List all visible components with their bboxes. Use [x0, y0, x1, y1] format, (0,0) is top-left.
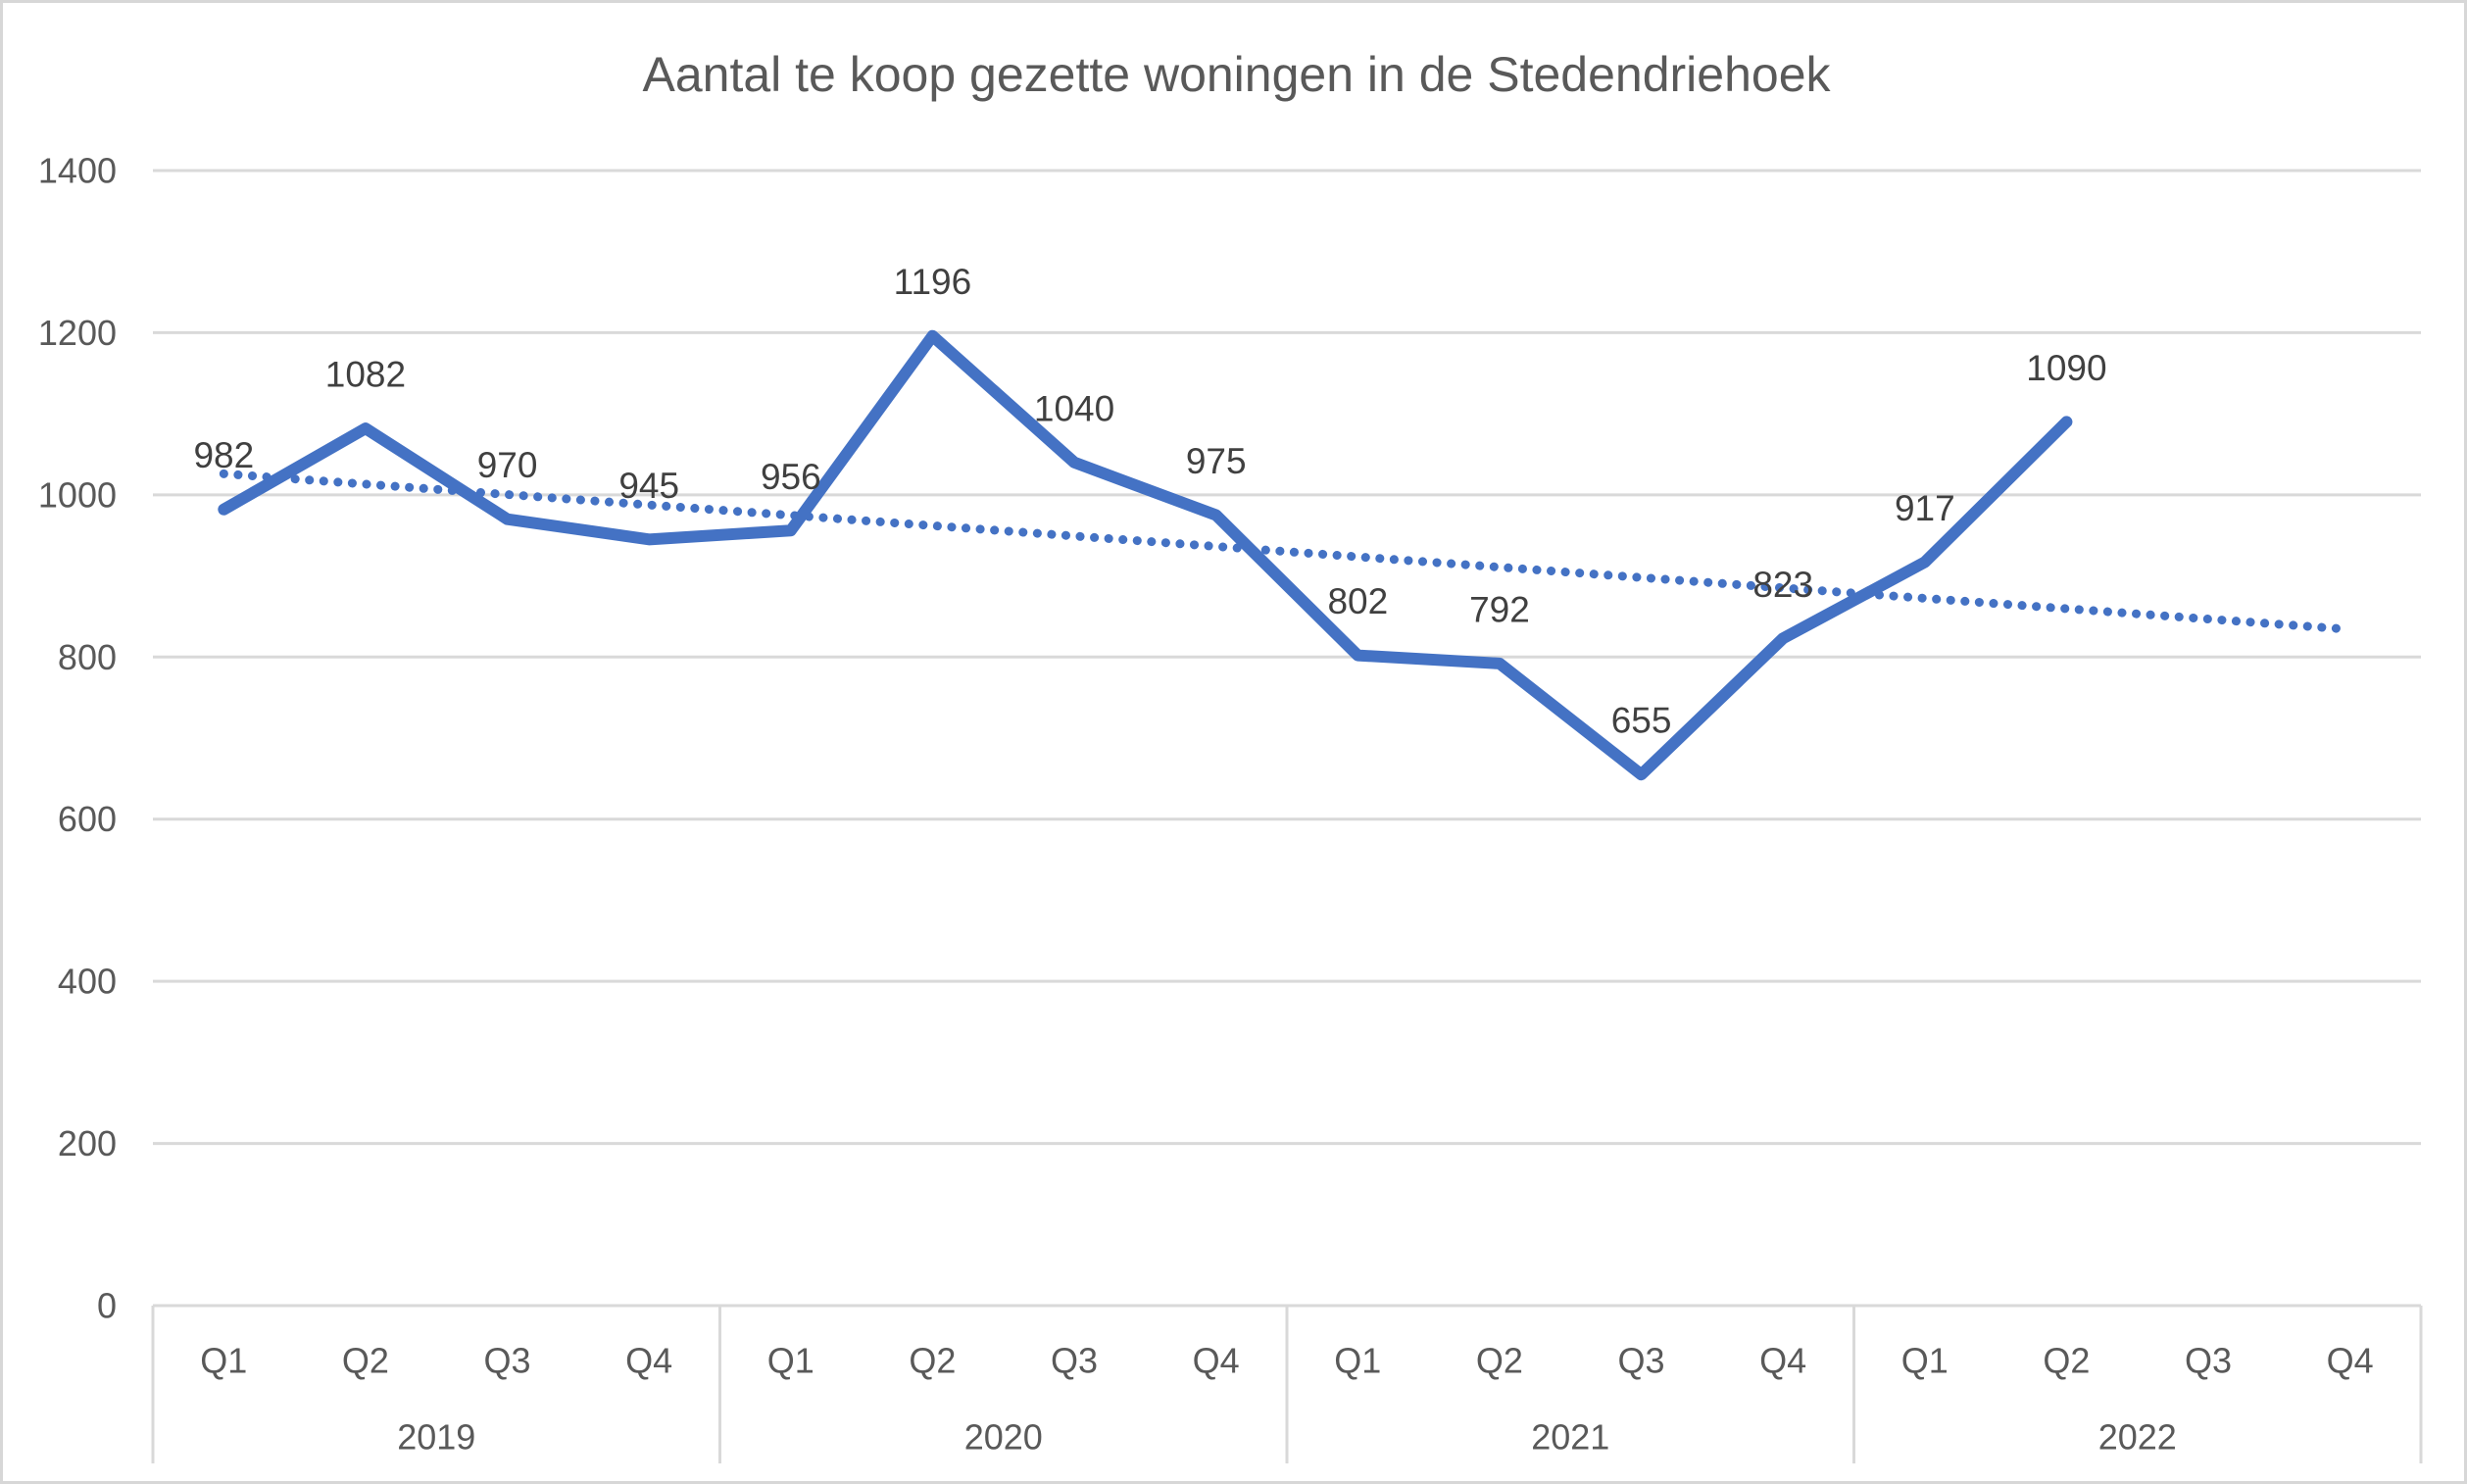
x-axis-quarter-label: Q4 [1193, 1341, 1240, 1381]
y-tick-label: 1200 [38, 313, 117, 353]
x-axis-quarter-label: Q2 [2043, 1341, 2090, 1381]
line-chart: 0 200 400 600 800 1000 1200 1400 Q1 Q2 Q3 Q4 2019 Q1 Q… [38, 151, 2423, 1463]
data-label: 1040 [1034, 388, 1114, 428]
y-tick-label: 1400 [38, 151, 117, 191]
data-label: 956 [761, 457, 821, 497]
data-label: 802 [1327, 581, 1388, 621]
data-label: 792 [1469, 589, 1530, 629]
x-axis-quarter-label: Q3 [2185, 1341, 2232, 1381]
y-tick-label: 0 [97, 1286, 117, 1326]
x-axis-year-label: 2021 [1531, 1417, 1609, 1458]
x-axis-year-label: 2020 [964, 1417, 1043, 1458]
x-axis-quarter-label: Q2 [909, 1341, 956, 1381]
data-label: 917 [1895, 488, 1955, 528]
data-label: 655 [1611, 701, 1672, 741]
y-tick-label: 800 [58, 637, 117, 677]
x-axis-year-label: 2019 [397, 1417, 475, 1458]
x-axis-quarter-label: Q3 [1051, 1341, 1098, 1381]
x-axis-quarter-label: Q2 [342, 1341, 389, 1381]
x-axis-quarter-label: Q1 [767, 1341, 814, 1381]
x-axis-quarter-label: Q3 [484, 1341, 531, 1381]
data-label: 945 [618, 466, 679, 506]
chart-title: Aantal te koop gezette woningen in de St… [642, 47, 1831, 102]
data-label: 970 [477, 445, 538, 485]
x-axis-quarter-label: Q2 [1476, 1341, 1523, 1381]
data-label: 1082 [325, 355, 406, 395]
y-tick-label: 400 [58, 962, 117, 1002]
data-label: 982 [193, 435, 254, 475]
data-label: 1196 [894, 262, 972, 302]
y-tick-label: 600 [58, 799, 117, 839]
x-axis-quarter-label: Q4 [2327, 1341, 2374, 1381]
trendline [219, 469, 2355, 634]
data-label: 1090 [2026, 348, 2106, 388]
data-label: 975 [1186, 441, 1247, 481]
x-axis-quarter-label: Q1 [1334, 1341, 1381, 1381]
y-tick-label: 200 [58, 1123, 117, 1163]
y-tick-label: 1000 [38, 474, 117, 515]
x-axis-year-label: 2022 [2098, 1417, 2177, 1458]
x-axis-quarter-label: Q1 [200, 1341, 247, 1381]
x-axis-quarter-label: Q4 [625, 1341, 672, 1381]
x-axis-quarter-label: Q3 [1618, 1341, 1665, 1381]
data-label: 823 [1752, 565, 1813, 605]
x-axis-quarter-label: Q1 [1901, 1341, 1949, 1381]
main-series-line [218, 329, 2073, 781]
x-axis-quarter-label: Q4 [1759, 1341, 1806, 1381]
